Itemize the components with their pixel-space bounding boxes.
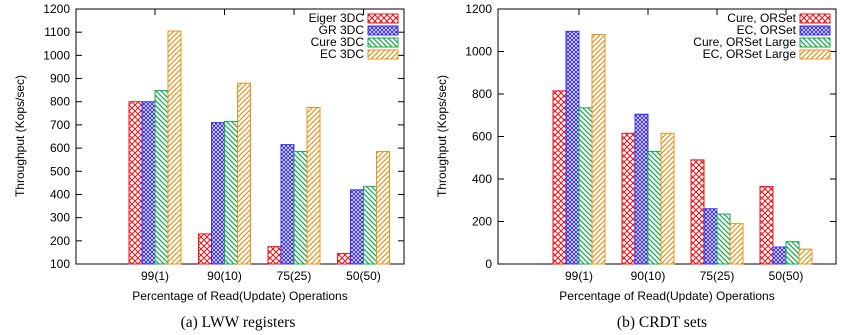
x-tick-label: 99(1) — [565, 269, 593, 283]
bar — [772, 246, 787, 265]
bar — [198, 233, 212, 265]
bar-series — [552, 30, 813, 265]
x-axis-label: Percentage of Read(Update) Operations — [132, 289, 347, 303]
bar — [141, 101, 156, 265]
y-tick-label: 1000 — [43, 48, 70, 62]
legend-swatch — [367, 25, 399, 36]
y-tick-label: 600 — [50, 141, 70, 155]
bar — [716, 213, 731, 265]
bar — [376, 151, 390, 265]
bar — [703, 208, 718, 265]
legend-label: EC 3DC — [320, 47, 364, 61]
legend-swatch — [367, 13, 399, 24]
bar — [280, 144, 295, 265]
bar — [798, 248, 813, 265]
figure-caption: (b) CRDT sets — [617, 314, 707, 331]
y-tick-label: 900 — [50, 72, 70, 86]
legend-label: Cure 3DC — [311, 35, 365, 49]
legend-swatch — [799, 25, 831, 36]
y-tick-label: 700 — [50, 118, 70, 132]
legend-swatch — [799, 13, 831, 24]
bar — [634, 113, 649, 265]
bar — [565, 30, 580, 265]
x-axis-label: Percentage of Read(Update) Operations — [559, 289, 774, 303]
legend-label: Cure, ORSet — [727, 11, 796, 25]
y-tick-label: 1200 — [465, 2, 492, 16]
bar — [167, 30, 182, 265]
legend-label: GR 3DC — [319, 23, 365, 37]
x-tick-label: 99(1) — [141, 269, 169, 283]
bar — [647, 150, 662, 265]
bar — [128, 101, 143, 265]
x-tick-label: 50(50) — [769, 269, 804, 283]
y-tick-label: 100 — [50, 257, 70, 271]
x-tick-label: 75(25) — [700, 269, 735, 283]
y-tick-label: 400 — [50, 187, 70, 201]
bar — [690, 159, 705, 265]
x-axis-ticks: 99(1) 90(10) 75(25) 50(50) — [565, 9, 803, 283]
legend-label: EC, ORSet — [737, 23, 797, 37]
y-tick-label: 400 — [472, 172, 492, 186]
y-tick-label: 300 — [50, 211, 70, 225]
y-tick-label: 600 — [472, 130, 492, 144]
y-tick-label: 200 — [50, 234, 70, 248]
chart-lww-registers: 100200300400500600700800900100011001200 … — [13, 2, 405, 331]
y-axis-ticks: 100 200 300 400 500 600 700 800 900 1000 1100 1200 — [43, 2, 404, 271]
bar — [154, 90, 169, 265]
y-axis-label: Throughput (Kops/sec) — [435, 75, 449, 197]
bar — [306, 107, 321, 265]
x-tick-label: 50(50) — [346, 269, 381, 283]
legend-swatch — [367, 37, 399, 48]
bar — [337, 253, 351, 265]
bar — [660, 132, 675, 265]
bar — [350, 189, 364, 265]
x-tick-label: 90(10) — [207, 269, 242, 283]
y-tick-label: 200 — [472, 215, 492, 229]
bar-series — [128, 30, 390, 265]
chart-crdt-sets: 0 200 400 600 800 1000 1200 99(1) 90(10) 75(25) 5… — [435, 2, 837, 331]
legend-swatch — [799, 49, 831, 60]
bar — [237, 82, 251, 265]
legend-swatch — [367, 49, 399, 60]
bar — [224, 120, 238, 265]
y-tick-label: 1100 — [44, 25, 70, 39]
bar — [293, 151, 308, 265]
figure-caption: (a) LWW registers — [181, 314, 296, 331]
x-tick-label: 90(10) — [631, 269, 666, 283]
bar — [785, 241, 800, 265]
bar — [578, 107, 593, 265]
y-tick-label: 500 — [50, 164, 70, 178]
legend-label: Eiger 3DC — [309, 11, 365, 25]
bar — [211, 122, 225, 265]
bar — [267, 246, 282, 265]
y-tick-label: 0 — [485, 257, 492, 271]
legend-label: EC, ORSet Large — [703, 47, 797, 61]
x-tick-label: 75(25) — [277, 269, 312, 283]
x-axis-ticks: 99(1) 90(10) 75(25) 50(50) — [141, 9, 381, 283]
bar — [759, 185, 774, 265]
y-axis-ticks: 0 200 400 600 800 1000 1200 — [465, 2, 836, 271]
bar — [363, 185, 377, 265]
y-axis-label: Throughput (Kops/sec) — [13, 75, 27, 197]
legend-swatch — [799, 37, 831, 48]
legend-label: Cure, ORSet Large — [693, 35, 796, 49]
bar — [729, 223, 744, 265]
y-tick-label: 1200 — [43, 2, 70, 16]
bar — [591, 34, 606, 265]
bar — [621, 132, 636, 265]
y-tick-label: 1000 — [465, 45, 492, 59]
y-tick-label: 800 — [472, 87, 492, 101]
bar — [552, 90, 567, 265]
y-tick-label: 800 — [50, 95, 70, 109]
